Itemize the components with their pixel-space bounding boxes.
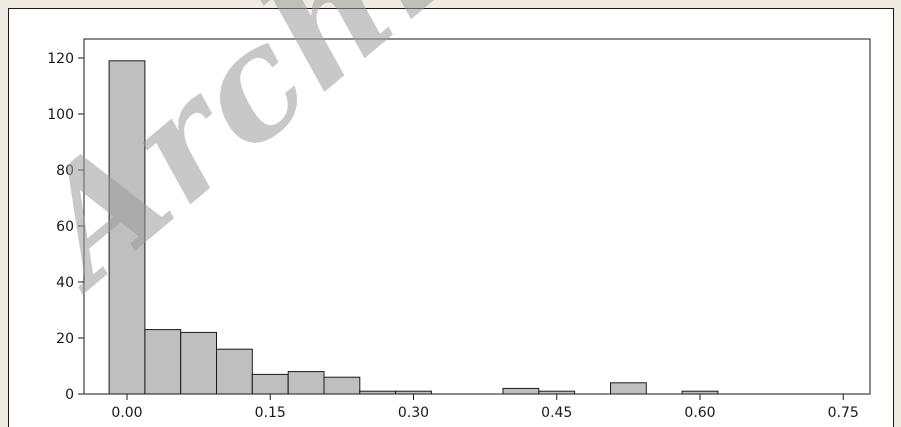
x-tick-label: 0.45 xyxy=(541,405,572,421)
y-tick-label: 80 xyxy=(56,163,74,179)
x-tick-label: 0.75 xyxy=(828,405,859,421)
histogram-bar xyxy=(395,390,432,395)
histogram-bar xyxy=(610,382,647,395)
y-tick-label: 0 xyxy=(65,387,74,403)
x-tick-label: 0.60 xyxy=(684,405,715,421)
histogram-bar xyxy=(538,390,576,395)
histogram-bar xyxy=(180,331,217,395)
y-tick-label: 40 xyxy=(56,275,74,291)
histogram-bar xyxy=(216,348,253,395)
histogram-bar xyxy=(681,390,719,395)
y-axis: 0 20 40 60 80 100 120 xyxy=(47,51,84,403)
histogram-bar xyxy=(251,373,289,395)
y-tick-label: 120 xyxy=(47,51,74,67)
x-tick-label: 0.30 xyxy=(398,405,429,421)
bars-group xyxy=(108,60,719,395)
x-axis: 0.00 0.15 0.30 0.45 0.60 0.75 xyxy=(111,394,859,421)
histogram-bar xyxy=(323,376,361,395)
histogram-bar xyxy=(108,60,146,395)
plot-area xyxy=(83,38,871,395)
y-tick-label: 60 xyxy=(56,219,74,235)
y-tick-label: 100 xyxy=(47,107,74,123)
y-tick-label: 20 xyxy=(56,331,74,347)
histogram-bar xyxy=(359,390,397,395)
x-tick-label: 0.00 xyxy=(111,405,142,421)
histogram-bar xyxy=(144,329,182,395)
histogram-bar xyxy=(287,371,325,395)
histogram-bar xyxy=(502,387,540,395)
x-tick-label: 0.15 xyxy=(255,405,286,421)
